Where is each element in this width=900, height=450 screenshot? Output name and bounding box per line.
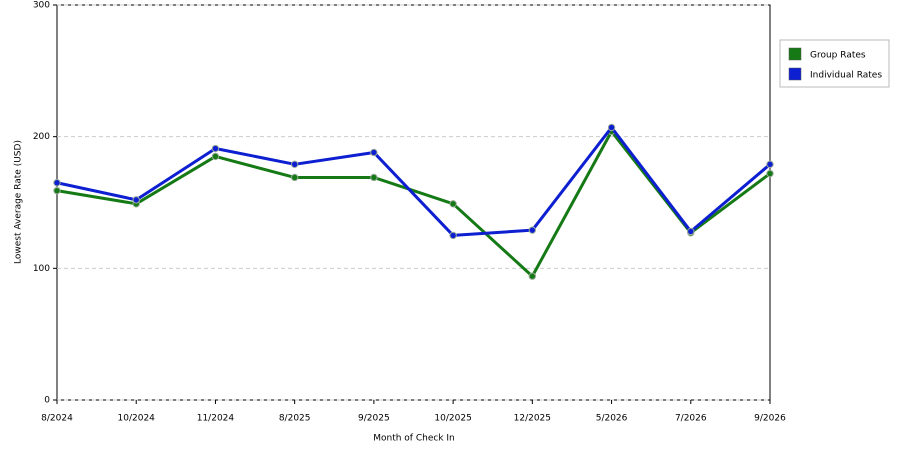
y-axis-label: Lowest Average Rate (USD) bbox=[14, 140, 24, 264]
legend-swatch bbox=[788, 67, 802, 81]
data-point bbox=[211, 152, 220, 161]
plot-frame bbox=[56, 4, 771, 401]
data-point bbox=[53, 186, 61, 195]
data-point bbox=[449, 200, 457, 208]
x-tick-label: 10/2024 bbox=[118, 414, 156, 424]
data-point bbox=[607, 123, 616, 132]
y-tick-label: 300 bbox=[33, 1, 50, 11]
x-tick-label: 11/2024 bbox=[197, 414, 235, 424]
x-tick-label: 8/2024 bbox=[41, 414, 73, 424]
data-point bbox=[370, 148, 378, 157]
series-line bbox=[56, 129, 771, 278]
x-tick-label: 5/2026 bbox=[596, 414, 628, 424]
x-tick-label: 10/2025 bbox=[434, 414, 471, 424]
series-line bbox=[56, 125, 771, 237]
x-tick-label: 9/2026 bbox=[754, 414, 786, 424]
data-point bbox=[53, 179, 61, 187]
data-point bbox=[528, 226, 537, 234]
legend-swatch bbox=[788, 47, 802, 61]
data-point bbox=[290, 173, 299, 182]
data-point bbox=[449, 231, 457, 240]
data-point bbox=[290, 160, 299, 169]
data-point bbox=[370, 173, 378, 182]
x-axis-label: Month of Check In bbox=[373, 434, 455, 444]
data-point bbox=[766, 160, 774, 169]
y-tick-label: 200 bbox=[33, 132, 50, 142]
data-point bbox=[528, 272, 537, 280]
x-tick-label: 9/2025 bbox=[358, 414, 390, 424]
y-tick-label: 100 bbox=[33, 264, 50, 274]
data-point bbox=[687, 227, 695, 236]
data-point bbox=[211, 144, 220, 153]
x-tick-label: 7/2026 bbox=[675, 414, 707, 424]
legend-label: Individual Rates bbox=[810, 71, 882, 81]
data-point bbox=[132, 196, 140, 204]
legend: Group Rates Individual Rates bbox=[779, 39, 890, 88]
data-point bbox=[766, 169, 774, 178]
x-tick-label: 12/2025 bbox=[514, 414, 551, 424]
legend-label: Group Rates bbox=[810, 51, 866, 61]
y-tick-label: 0 bbox=[44, 396, 50, 406]
x-tick-label: 8/2025 bbox=[279, 414, 311, 424]
